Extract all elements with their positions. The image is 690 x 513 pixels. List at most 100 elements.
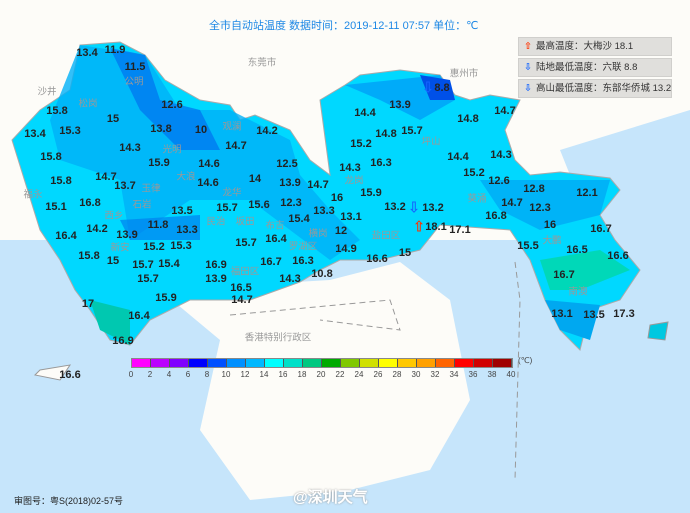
color-swatch <box>493 359 512 367</box>
station-temperature: 17.1 <box>449 224 471 236</box>
hong-kong-land <box>160 262 470 500</box>
station-temperature: 18.1 <box>425 221 447 233</box>
color-swatch <box>341 359 360 367</box>
place-label: 观澜 <box>222 121 242 133</box>
scale-tick: 2 <box>147 370 153 379</box>
place-label: 民治 <box>206 216 226 228</box>
station-temperature: 13.9 <box>205 273 227 285</box>
station-temperature: 13.8 <box>150 123 172 135</box>
color-swatch <box>227 359 246 367</box>
color-swatch <box>170 359 189 367</box>
place-label: 玉律 <box>141 183 161 195</box>
station-temperature: 14.6 <box>197 177 219 189</box>
place-label: 福田区 <box>230 266 260 278</box>
station-temperature: 14.7 <box>501 197 523 209</box>
station-temperature: 12.3 <box>529 202 551 214</box>
color-swatch <box>322 359 341 367</box>
station-temperature: 14.9 <box>335 243 357 255</box>
legend-item: ⇩ 高山最低温度：东部华侨城 13.2 <box>518 79 672 98</box>
place-label: 布吉 <box>265 220 285 232</box>
station-temperature: 15.7 <box>235 237 257 249</box>
station-temperature: 11.5 <box>124 61 146 73</box>
station-temperature: 13.1 <box>340 211 362 223</box>
station-temperature: 14 <box>248 173 262 185</box>
color-swatch <box>208 359 227 367</box>
station-temperature: 11.9 <box>104 44 126 56</box>
color-swatch <box>246 359 265 367</box>
station-temperature: 12.6 <box>488 175 510 187</box>
station-temperature: 15.7 <box>216 202 238 214</box>
scale-tick: 32 <box>430 370 440 379</box>
scale-tick: 26 <box>373 370 383 379</box>
station-temperature: 8.8 <box>434 82 450 94</box>
scale-tick: 10 <box>221 370 231 379</box>
station-temperature: 16.8 <box>485 210 507 222</box>
station-temperature: 13.9 <box>279 177 301 189</box>
station-temperature: 15.3 <box>170 240 192 252</box>
station-temperature: 16.6 <box>366 253 388 265</box>
station-temperature: 15.7 <box>137 273 159 285</box>
scale-tick: 22 <box>335 370 345 379</box>
arrow-down-icon: ⇩ <box>524 62 532 73</box>
arrow-down-icon: ⇩ <box>421 79 435 97</box>
place-label: 西乡 <box>104 210 124 222</box>
place-label: 光明 <box>162 144 182 156</box>
legend-item: ⇧ 最高温度：大梅沙 18.1 <box>518 37 672 56</box>
map-approval-number: 审图号：粤S(2018)02-57号 <box>14 496 124 506</box>
station-temperature: 15.8 <box>50 175 72 187</box>
scale-tick: 14 <box>259 370 269 379</box>
station-temperature: 15.7 <box>401 125 423 137</box>
color-swatch <box>474 359 493 367</box>
station-temperature: 13.4 <box>76 47 98 59</box>
station-temperature: 15.4 <box>288 213 310 225</box>
station-temperature: 14.7 <box>231 294 253 306</box>
station-temperature: 13.3 <box>176 224 198 236</box>
station-temperature: 14.4 <box>354 107 376 119</box>
legend-label: 最高温度：大梅沙 18.1 <box>536 41 634 52</box>
map-title: 全市自动站温度 数据时间：2019-12-11 07:57 单位：℃ <box>209 20 479 32</box>
station-temperature: 14.2 <box>86 223 108 235</box>
station-temperature: 15.3 <box>59 125 81 137</box>
station-temperature: 15 <box>398 247 412 259</box>
place-label: 龙岗 <box>344 175 364 187</box>
station-temperature: 16.7 <box>553 269 575 281</box>
arrow-up-icon: ⇧ <box>524 41 532 52</box>
station-temperature: 14.8 <box>457 113 479 125</box>
station-temperature: 16.5 <box>230 282 252 294</box>
place-label: 葵涌 <box>467 193 487 205</box>
station-temperature: 15.6 <box>248 199 270 211</box>
place-label: 新安 <box>110 242 130 254</box>
station-temperature: 17 <box>81 298 95 310</box>
station-temperature: 15.5 <box>517 240 539 252</box>
station-temperature: 15.1 <box>45 201 67 213</box>
scale-tick: 8 <box>204 370 210 379</box>
station-temperature: 14.2 <box>256 125 278 137</box>
station-temperature: 14.3 <box>339 162 361 174</box>
station-temperature: 14.7 <box>95 171 117 183</box>
station-temperature: 12.1 <box>576 187 598 199</box>
station-temperature: 13.5 <box>583 309 605 321</box>
station-temperature: 16.7 <box>260 256 282 268</box>
station-temperature: 16.4 <box>265 233 287 245</box>
scale-tick: 6 <box>185 370 191 379</box>
color-scale <box>131 358 513 368</box>
scale-tick: 38 <box>487 370 497 379</box>
place-label: 香港特别行政区 <box>244 332 312 344</box>
station-temperature: 15 <box>106 255 120 267</box>
station-temperature: 16.7 <box>590 223 612 235</box>
place-label: 东莞市 <box>247 57 277 69</box>
station-temperature: 10 <box>194 124 208 136</box>
color-swatch <box>436 359 455 367</box>
station-temperature: 12 <box>334 225 348 237</box>
place-label: 南澳 <box>568 286 588 298</box>
station-temperature: 16.9 <box>112 335 134 347</box>
color-swatch <box>189 359 208 367</box>
station-temperature: 14.3 <box>279 273 301 285</box>
station-temperature: 13.9 <box>389 99 411 111</box>
place-label: 龙华 <box>222 187 242 199</box>
station-temperature: 13.4 <box>24 128 46 140</box>
scale-tick: 20 <box>316 370 326 379</box>
station-temperature: 16 <box>543 219 557 231</box>
place-label: 坂田 <box>235 216 255 228</box>
station-temperature: 15.2 <box>350 138 372 150</box>
